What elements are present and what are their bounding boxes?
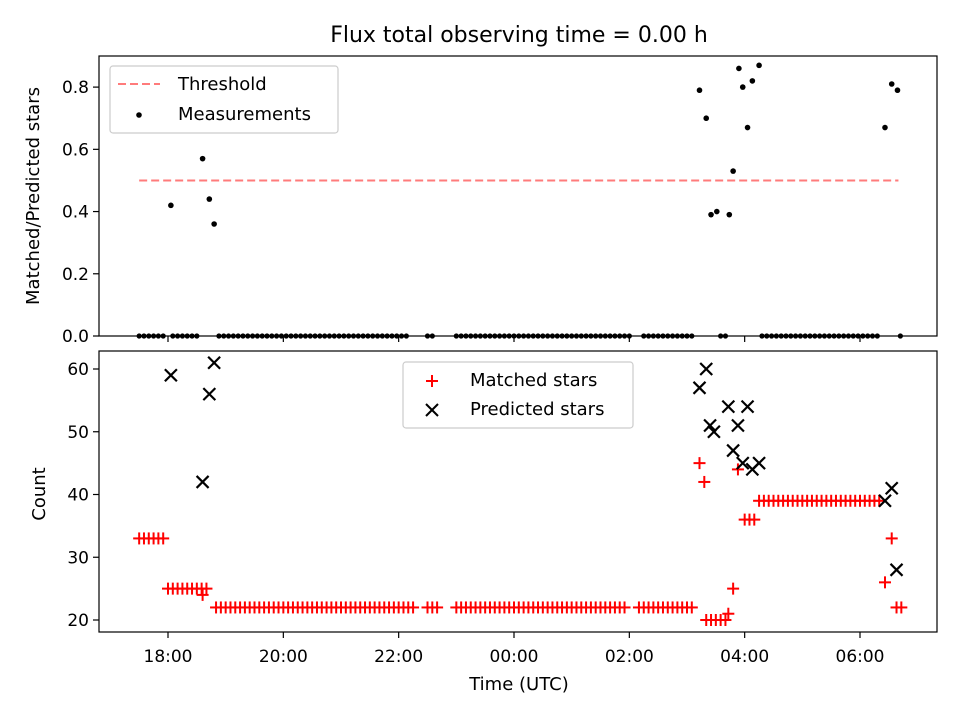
predicted-star-point bbox=[707, 424, 721, 439]
measurement-point bbox=[736, 65, 742, 72]
matched-star-point bbox=[157, 532, 170, 545]
matched-star-point bbox=[722, 607, 735, 620]
matched-star-point bbox=[885, 532, 898, 545]
y-tick-label: 20 bbox=[67, 611, 89, 631]
measurement-point bbox=[726, 211, 733, 218]
matched-star-point bbox=[685, 601, 698, 614]
x-tick-label: 22:00 bbox=[374, 647, 423, 667]
measurement-point bbox=[713, 208, 720, 215]
y-tick-label: 0.0 bbox=[62, 327, 89, 347]
matched-legend-swatch bbox=[426, 375, 438, 387]
predicted-star-point bbox=[752, 456, 766, 470]
x-tick-label: 20:00 bbox=[259, 647, 308, 667]
matched-star-point bbox=[895, 601, 908, 614]
predicted-star-point bbox=[726, 443, 740, 458]
top-plot-x-ticks bbox=[167, 336, 861, 342]
measurement-point bbox=[703, 115, 710, 122]
measurement-point bbox=[730, 168, 736, 174]
y-tick-label: 30 bbox=[67, 548, 89, 568]
bottom-plot-frame bbox=[98, 350, 938, 633]
measurement-point bbox=[211, 221, 217, 227]
measurement-point bbox=[199, 155, 206, 162]
predicted-star-point bbox=[703, 418, 717, 433]
chart-title: Flux total observing time = 0.00 h bbox=[330, 23, 708, 48]
bottom-plot: 20 30 40 50 60 18:00 20:00 22:00 00:00 02:00 04:0… bbox=[29, 350, 938, 695]
x-axis-label: Time (UTC) bbox=[468, 674, 569, 695]
predicted-star-point bbox=[740, 399, 755, 414]
bottom-plot-marks bbox=[133, 355, 908, 626]
matched-star-point bbox=[698, 475, 711, 488]
bottom-legend-label-0: Matched stars bbox=[470, 370, 597, 391]
bottom-plot-y-ticks: 20 30 40 50 60 bbox=[67, 360, 99, 631]
predicted-star-point bbox=[699, 362, 714, 376]
predicted-legend-swatch bbox=[425, 403, 439, 417]
measurement-point bbox=[708, 211, 714, 218]
matched-star-point bbox=[618, 601, 631, 614]
measurement-point bbox=[739, 84, 746, 90]
predicted-star-point bbox=[878, 493, 892, 508]
predicted-star-point bbox=[889, 563, 904, 577]
predicted-star-point bbox=[731, 418, 745, 433]
matched-star-point bbox=[727, 582, 740, 595]
bottom-plot-ylabel: Count bbox=[29, 467, 50, 520]
y-tick-label: 0.6 bbox=[62, 140, 89, 160]
matched-star-point bbox=[200, 582, 213, 595]
top-plot-legend: Threshold Measurements bbox=[109, 65, 339, 134]
matched-star-point bbox=[693, 457, 706, 470]
x-tick-label: 06:00 bbox=[836, 647, 885, 667]
measurement-point bbox=[894, 87, 901, 94]
predicted-star-point bbox=[721, 399, 736, 414]
top-legend-label-0: Threshold bbox=[177, 74, 267, 95]
bottom-plot-x-ticks: 18:00 20:00 22:00 00:00 02:00 04:00 06:00 bbox=[144, 632, 885, 667]
x-tick-label: 00:00 bbox=[490, 647, 539, 667]
y-tick-label: 40 bbox=[67, 486, 89, 506]
top-legend-box bbox=[109, 65, 339, 134]
predicted-star-point bbox=[202, 387, 217, 401]
top-plot-ylabel: Matched/Predicted stars bbox=[23, 87, 44, 305]
bottom-plot-legend: Matched stars Predicted stars bbox=[402, 361, 634, 429]
measurement-point bbox=[206, 196, 213, 202]
x-tick-label: 04:00 bbox=[720, 647, 769, 667]
x-tick-label: 18:00 bbox=[144, 647, 193, 667]
matched-star-point bbox=[431, 601, 444, 614]
predicted-star-point bbox=[164, 368, 178, 383]
top-plot-y-ticks: 0.0 0.2 0.4 0.6 0.8 bbox=[62, 78, 99, 347]
measurements-legend-swatch bbox=[136, 112, 142, 118]
measurement-point bbox=[168, 202, 174, 209]
predicted-star-point bbox=[195, 475, 210, 489]
predicted-star-point bbox=[692, 381, 707, 395]
matched-star-point bbox=[719, 614, 732, 626]
predicted-star-point bbox=[207, 355, 221, 370]
measurement-point bbox=[756, 62, 762, 69]
matched-star-point bbox=[878, 576, 891, 589]
y-tick-label: 0.4 bbox=[62, 203, 89, 223]
predicted-star-point bbox=[735, 456, 750, 470]
top-plot-frame bbox=[98, 55, 938, 337]
measurement-point bbox=[749, 78, 756, 84]
top-plot: 0.00.20.40.60.8 Matched/Predicted stars … bbox=[23, 55, 938, 347]
measurement-point bbox=[744, 124, 751, 131]
predicted-star-point bbox=[884, 481, 899, 496]
matched-star-point bbox=[196, 588, 209, 601]
measurement-point bbox=[888, 81, 895, 87]
measurement-point bbox=[882, 124, 888, 131]
matched-star-point bbox=[873, 494, 886, 507]
y-tick-label: 0.8 bbox=[62, 78, 89, 98]
x-tick-label: 02:00 bbox=[605, 647, 654, 667]
measurement-point bbox=[696, 87, 703, 94]
top-legend-label-1: Measurements bbox=[178, 104, 311, 125]
matched-star-point bbox=[407, 601, 420, 614]
bottom-legend-box bbox=[402, 361, 634, 429]
y-tick-label: 50 bbox=[67, 423, 89, 443]
bottom-legend-label-1: Predicted stars bbox=[470, 399, 604, 420]
y-tick-label: 60 bbox=[67, 360, 89, 380]
matched-star-point bbox=[748, 513, 761, 526]
y-tick-label: 0.2 bbox=[62, 265, 89, 285]
